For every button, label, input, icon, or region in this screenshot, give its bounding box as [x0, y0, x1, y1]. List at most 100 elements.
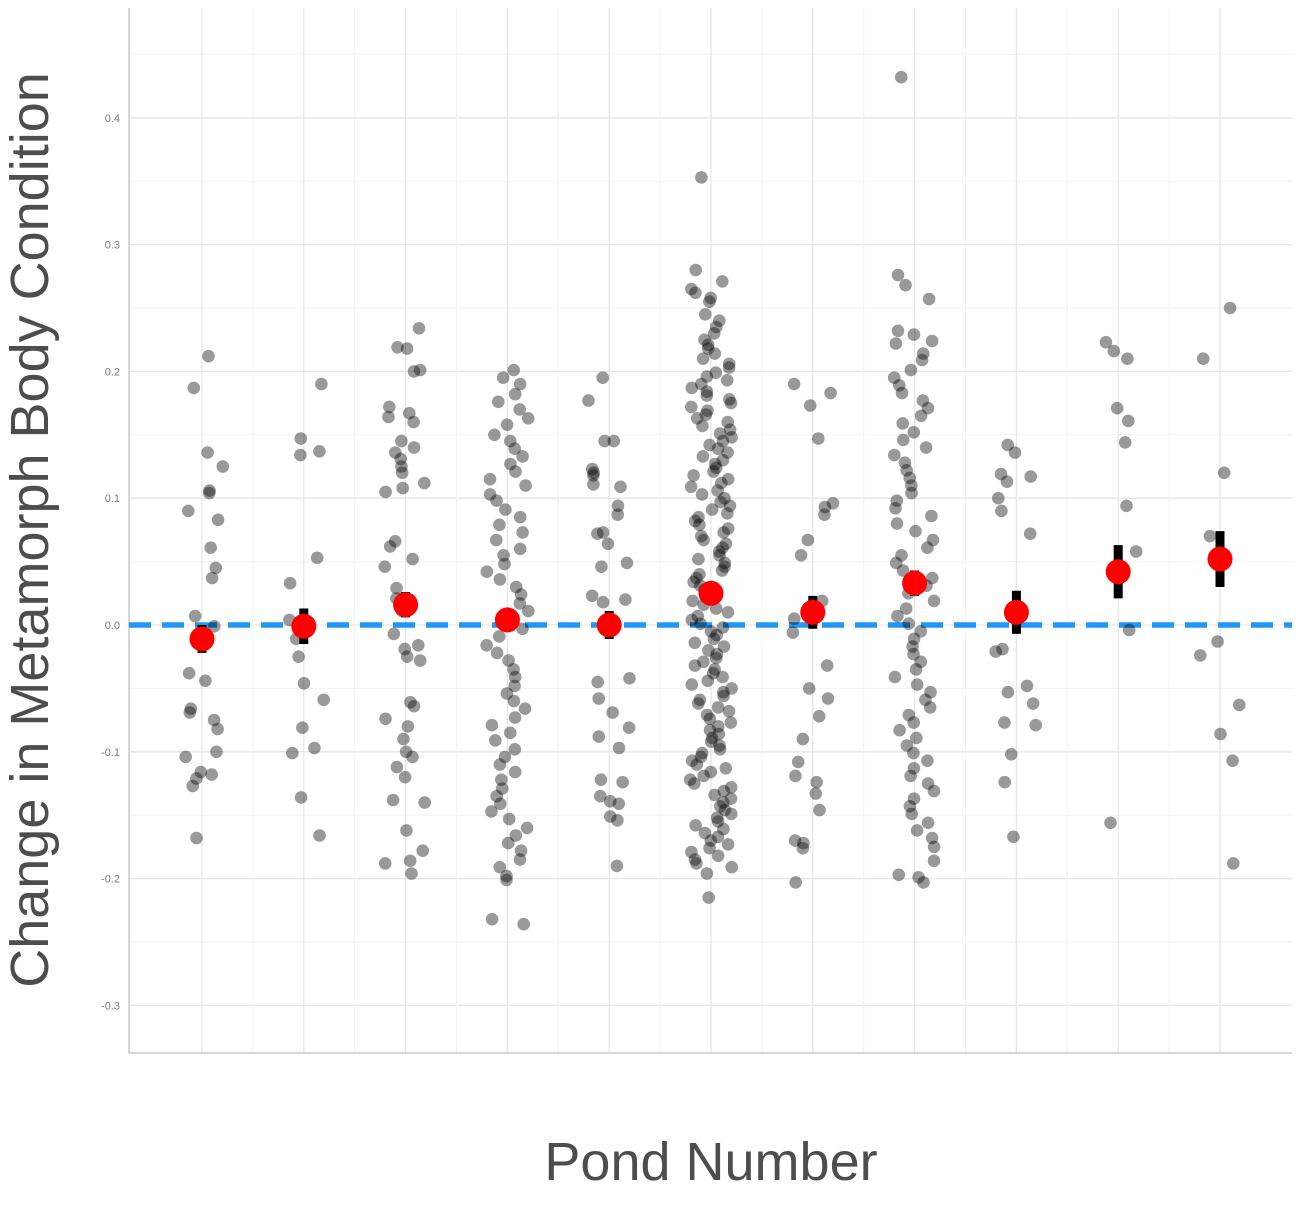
data-point	[483, 472, 497, 486]
data-point	[1001, 438, 1014, 452]
data-point	[801, 533, 815, 547]
data-point	[810, 775, 823, 789]
data-point	[582, 394, 595, 407]
data-point	[190, 831, 203, 845]
data-point	[702, 644, 715, 657]
data-point	[283, 576, 297, 590]
data-point	[704, 765, 718, 779]
data-point	[616, 775, 629, 789]
data-point	[709, 366, 723, 380]
data-point	[994, 467, 1008, 481]
data-point	[1023, 527, 1037, 540]
data-point	[716, 434, 730, 448]
data-point	[708, 663, 721, 676]
data-point	[907, 762, 921, 775]
data-point	[186, 779, 199, 793]
data-point	[891, 324, 905, 338]
mean-point	[902, 570, 928, 596]
data-point	[910, 731, 923, 745]
x-axis-title: Pond Number	[544, 1132, 877, 1192]
data-point	[903, 471, 916, 485]
data-point	[724, 792, 738, 805]
data-point	[516, 622, 529, 636]
data-point	[499, 503, 512, 516]
data-point	[888, 670, 902, 684]
data-point	[516, 450, 529, 463]
data-point	[383, 540, 397, 553]
data-point	[513, 542, 527, 556]
data-point	[907, 632, 921, 646]
data-point	[896, 564, 910, 577]
data-point	[685, 613, 699, 627]
data-point	[723, 423, 737, 437]
data-point	[210, 745, 223, 759]
data-point	[725, 682, 738, 695]
data-point	[688, 636, 702, 650]
data-point	[294, 448, 307, 462]
data-point	[701, 342, 715, 355]
data-point	[1026, 697, 1040, 710]
data-point	[688, 514, 702, 528]
data-point	[495, 782, 509, 795]
data-point	[689, 286, 702, 300]
data-point	[1001, 685, 1015, 699]
data-point	[1099, 335, 1113, 349]
data-point	[296, 721, 309, 734]
mean-point	[698, 580, 724, 606]
data-point	[379, 485, 392, 499]
data-point	[398, 770, 412, 784]
mean-point	[1207, 546, 1233, 572]
data-point	[594, 789, 607, 803]
data-point	[179, 750, 192, 764]
data-point	[703, 295, 716, 309]
data-point	[697, 533, 710, 547]
data-point	[812, 432, 825, 445]
data-point	[183, 706, 197, 719]
data-point	[706, 666, 720, 680]
data-point	[725, 431, 738, 444]
data-point	[509, 580, 523, 594]
data-point	[500, 418, 514, 432]
data-point	[927, 784, 941, 798]
data-point	[286, 746, 299, 760]
data-point	[391, 341, 404, 354]
data-point	[690, 758, 704, 771]
data-point	[387, 627, 401, 641]
data-point	[717, 526, 730, 539]
data-point	[907, 792, 921, 805]
data-point	[685, 381, 699, 395]
data-point	[379, 712, 392, 726]
axis-layer	[128, 8, 1292, 1054]
data-point	[480, 639, 493, 652]
data-point	[708, 347, 722, 360]
data-point	[513, 853, 527, 866]
data-point	[407, 415, 420, 429]
data-point	[1029, 718, 1042, 732]
data-point	[507, 694, 521, 708]
data-point	[522, 604, 535, 618]
data-point	[812, 710, 826, 723]
data-point	[389, 446, 402, 459]
data-point	[604, 810, 617, 823]
data-point	[485, 718, 499, 732]
data-point	[824, 386, 837, 400]
data-point	[493, 518, 506, 532]
data-point	[612, 741, 626, 755]
data-point	[399, 745, 413, 759]
data-point	[587, 466, 600, 480]
mean-point	[800, 599, 826, 625]
data-point	[1194, 649, 1207, 662]
data-point	[694, 750, 708, 764]
data-point	[187, 381, 201, 395]
data-point	[397, 732, 410, 746]
data-point	[722, 361, 736, 374]
data-point	[586, 462, 599, 476]
data-point	[401, 720, 415, 733]
data-point	[513, 510, 527, 524]
data-point	[601, 537, 615, 551]
data-point	[916, 394, 930, 407]
data-point	[707, 327, 721, 340]
data-point	[989, 645, 1002, 658]
data-point	[406, 552, 419, 566]
mean-point	[1105, 559, 1131, 585]
